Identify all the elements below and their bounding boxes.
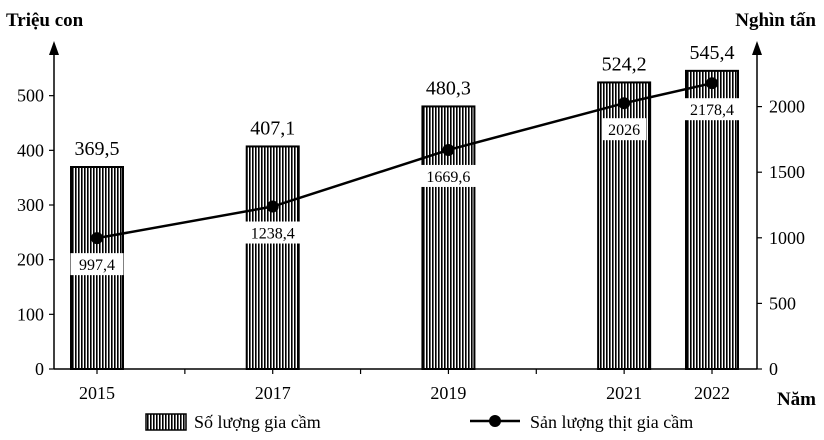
x-tick-label: 2021 bbox=[606, 383, 642, 403]
line-point bbox=[706, 77, 718, 90]
legend-bar-label: Số lượng gia cầm bbox=[194, 412, 321, 432]
right-axis-title: Nghìn tấn bbox=[735, 10, 816, 31]
right-tick-label: 2000 bbox=[769, 97, 805, 117]
bar-value-label: 545,4 bbox=[690, 42, 735, 64]
line-point bbox=[618, 97, 631, 110]
line-label-bg bbox=[70, 253, 124, 276]
left-tick-label: 500 bbox=[17, 86, 44, 106]
right-tick-label: 1500 bbox=[769, 162, 805, 182]
x-tick-label: 2019 bbox=[430, 383, 466, 403]
line-value-label: 997,4 bbox=[79, 257, 115, 274]
legend-bar-swatch bbox=[145, 413, 187, 431]
x-tick-label: 2022 bbox=[694, 383, 730, 403]
left-tick-label: 100 bbox=[17, 304, 44, 324]
bar-value-label: 524,2 bbox=[602, 53, 647, 75]
left-tick-label: 200 bbox=[17, 250, 44, 270]
legend-line-marker bbox=[489, 415, 501, 427]
bar-value-label: 407,1 bbox=[250, 117, 295, 139]
line-value-label: 1238,4 bbox=[251, 226, 295, 243]
left-axis-title: Triệu con bbox=[6, 10, 84, 31]
bar-value-label: 480,3 bbox=[426, 77, 471, 99]
right-tick-label: 500 bbox=[769, 293, 796, 313]
line-label-bg bbox=[417, 164, 480, 187]
legend: Số lượng gia cầm Sản lượng thịt gia cầm bbox=[145, 412, 693, 432]
right-tick-label: 1000 bbox=[769, 228, 805, 248]
bar-value-label: 369,5 bbox=[75, 138, 120, 160]
line-point bbox=[266, 200, 279, 213]
line-value-label: 2178,4 bbox=[690, 102, 734, 119]
right-tick-label: 0 bbox=[769, 359, 778, 379]
bar bbox=[685, 69, 739, 371]
line-label-bg bbox=[602, 118, 647, 141]
line-value-label: 2026 bbox=[608, 122, 640, 139]
line-value-label: 1669,6 bbox=[426, 169, 470, 186]
legend-line-label: Sản lượng thịt gia cầm bbox=[530, 412, 693, 432]
x-tick-label: 2015 bbox=[79, 383, 115, 403]
line-point bbox=[442, 143, 455, 156]
left-tick-label: 0 bbox=[35, 359, 44, 379]
line-label-bg bbox=[241, 221, 304, 244]
left-tick-label: 300 bbox=[17, 195, 44, 215]
x-tick-label: 2017 bbox=[255, 383, 291, 403]
left-tick-label: 400 bbox=[17, 140, 44, 160]
line-point bbox=[91, 232, 103, 245]
line-label-bg bbox=[681, 98, 743, 121]
bar bbox=[245, 145, 300, 370]
left-axis-arrow-icon bbox=[49, 41, 59, 55]
x-axis-title: Năm bbox=[777, 389, 816, 410]
right-axis-arrow-icon bbox=[752, 41, 762, 55]
